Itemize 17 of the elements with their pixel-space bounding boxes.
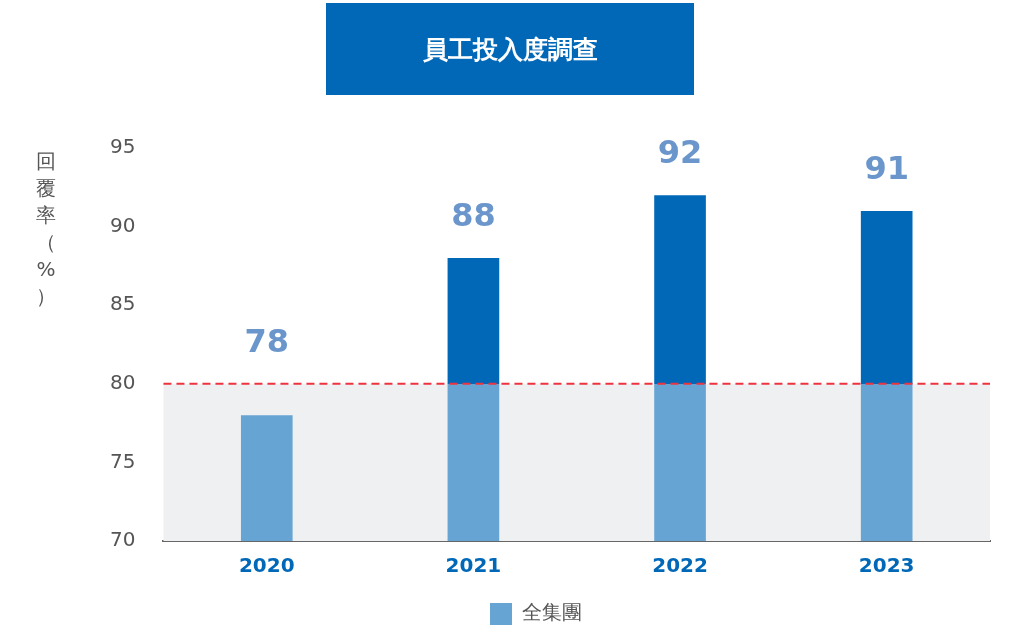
data-label: 91 xyxy=(864,149,909,188)
x-tick-label: 2022 xyxy=(652,553,708,578)
data-label: 78 xyxy=(244,322,290,361)
y-tick-label: 75 xyxy=(110,448,136,473)
legend-label: 全集團 xyxy=(522,600,582,625)
y-tick-label: 80 xyxy=(110,370,136,394)
x-tick-label: 2021 xyxy=(445,553,502,578)
chart-title: 員工投入度調查 xyxy=(326,3,694,95)
y-tick-label: 85 xyxy=(110,291,136,316)
data-label: 88 xyxy=(451,196,496,235)
data-label: 92 xyxy=(657,133,703,172)
x-tick-label: 2023 xyxy=(858,553,915,578)
x-tick-label: 2020 xyxy=(238,553,295,578)
y-axis-title: 回覆率（%） xyxy=(35,148,57,310)
y-tick-label: 70 xyxy=(110,527,136,552)
y-tick-label: 90 xyxy=(110,212,136,237)
y-tick-label: 95 xyxy=(110,134,136,159)
